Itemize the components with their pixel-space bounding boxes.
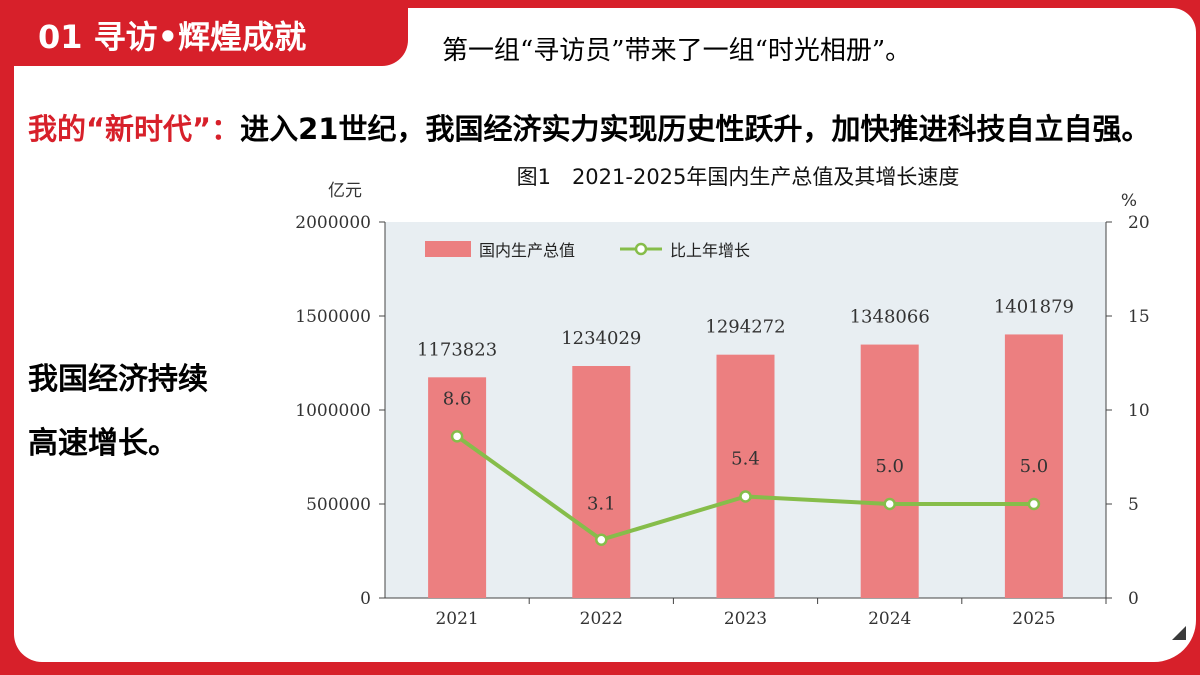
legend-bar-swatch bbox=[425, 241, 471, 257]
chart-legend: 国内生产总值 比上年增长 bbox=[425, 241, 750, 260]
gdp-bar-label: 1348066 bbox=[850, 307, 930, 328]
left-tick-label: 2000000 bbox=[295, 213, 371, 233]
growth-point bbox=[739, 490, 752, 503]
x-tick-label: 2025 bbox=[1012, 609, 1055, 629]
left-tick-label: 0 bbox=[360, 589, 371, 609]
x-tick-label: 2022 bbox=[580, 609, 623, 629]
paragraph-highlight: 我的“新时代”： bbox=[28, 112, 241, 146]
side-note: 我国经济持续 高速增长。 bbox=[28, 348, 208, 476]
side-note-line-2: 高速增长。 bbox=[28, 426, 178, 461]
paragraph-text: 进入21世纪，我国经济实力实现历史性跃升，加快推进科技自立自强。 bbox=[240, 112, 1151, 146]
gdp-bar bbox=[860, 344, 919, 598]
gdp-bar-label: 1234029 bbox=[561, 328, 641, 349]
section-tag: 01 寻访•辉煌成就 bbox=[14, 8, 408, 66]
growth-point-label: 8.6 bbox=[443, 388, 472, 409]
gdp-bar-label: 1294272 bbox=[705, 317, 785, 338]
legend-line-marker bbox=[634, 242, 648, 256]
left-tick-label: 1500000 bbox=[295, 307, 371, 327]
legend-bar-label: 国内生产总值 bbox=[479, 241, 575, 260]
growth-point-label: 5.0 bbox=[875, 456, 904, 477]
growth-point bbox=[1027, 497, 1041, 511]
right-tick-label: 5 bbox=[1128, 495, 1139, 515]
gdp-bar-label: 1173823 bbox=[417, 339, 497, 360]
right-axis-unit: % bbox=[1121, 191, 1137, 211]
gdp-bar bbox=[428, 377, 487, 598]
slide-subtitle: 第一组“寻访员”带来了一组“时光相册”。 bbox=[442, 36, 912, 66]
chart-title: 图1 2021-2025年国内生产总值及其增长速度 bbox=[517, 165, 960, 189]
right-tick-label: 20 bbox=[1128, 213, 1150, 233]
growth-point-label: 5.0 bbox=[1020, 456, 1049, 477]
legend-line-label: 比上年增长 bbox=[670, 241, 750, 260]
left-axis-unit: 亿元 bbox=[328, 181, 362, 201]
gdp-bar bbox=[716, 354, 775, 598]
growth-point-label: 5.4 bbox=[731, 448, 760, 469]
x-tick-label: 2024 bbox=[868, 609, 911, 629]
gdp-bar bbox=[572, 366, 631, 598]
left-tick-label: 500000 bbox=[306, 495, 371, 515]
right-tick-label: 0 bbox=[1128, 589, 1139, 609]
x-tick-label: 2023 bbox=[724, 609, 767, 629]
growth-point-label: 3.1 bbox=[587, 494, 616, 515]
growth-point bbox=[883, 497, 896, 511]
side-note-line-1: 我国经济持续 bbox=[28, 362, 208, 397]
gdp-bar-label: 1401879 bbox=[994, 296, 1074, 317]
left-tick-label: 1000000 bbox=[295, 401, 371, 421]
right-tick-label: 15 bbox=[1128, 307, 1150, 327]
gdp-bar bbox=[1004, 334, 1063, 598]
growth-point bbox=[595, 533, 608, 546]
right-tick-label: 10 bbox=[1128, 401, 1150, 421]
corner-mark bbox=[1172, 626, 1186, 640]
x-tick-label: 2021 bbox=[435, 609, 478, 629]
intro-paragraph: 我的“新时代”：进入21世纪，我国经济实力实现历史性跃升，加快推进科技自立自强。 bbox=[28, 102, 1178, 156]
growth-point bbox=[450, 430, 464, 443]
